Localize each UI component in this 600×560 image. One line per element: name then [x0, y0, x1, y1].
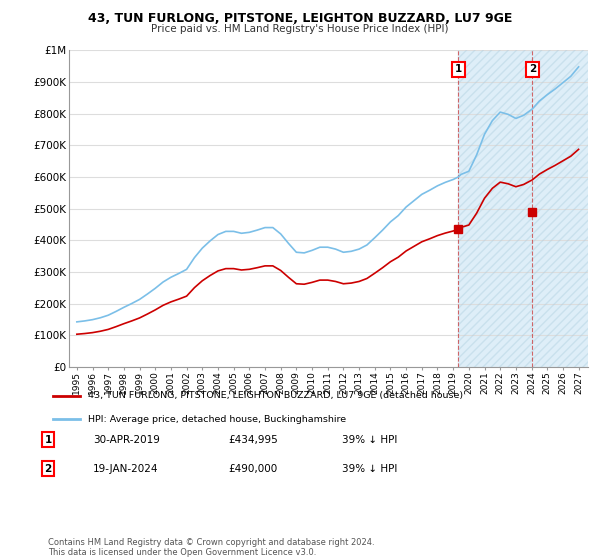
Text: 30-APR-2019: 30-APR-2019 [93, 435, 160, 445]
Text: 39% ↓ HPI: 39% ↓ HPI [342, 435, 397, 445]
Bar [458, 50, 588, 367]
Text: Contains HM Land Registry data © Crown copyright and database right 2024.
This d: Contains HM Land Registry data © Crown c… [48, 538, 374, 557]
Text: £434,995: £434,995 [228, 435, 278, 445]
Text: 19-JAN-2024: 19-JAN-2024 [93, 464, 158, 474]
Text: 2: 2 [44, 464, 52, 474]
Text: HPI: Average price, detached house, Buckinghamshire: HPI: Average price, detached house, Buck… [88, 415, 346, 424]
Text: 2: 2 [529, 64, 536, 74]
Text: 43, TUN FURLONG, PITSTONE, LEIGHTON BUZZARD, LU7 9GE (detached house): 43, TUN FURLONG, PITSTONE, LEIGHTON BUZZ… [88, 391, 463, 400]
Text: 1: 1 [455, 64, 462, 74]
Text: 43, TUN FURLONG, PITSTONE, LEIGHTON BUZZARD, LU7 9GE: 43, TUN FURLONG, PITSTONE, LEIGHTON BUZZ… [88, 12, 512, 25]
Text: £490,000: £490,000 [228, 464, 277, 474]
Text: 39% ↓ HPI: 39% ↓ HPI [342, 464, 397, 474]
Bar [458, 50, 588, 367]
Text: 1: 1 [44, 435, 52, 445]
Text: Price paid vs. HM Land Registry's House Price Index (HPI): Price paid vs. HM Land Registry's House … [151, 24, 449, 34]
